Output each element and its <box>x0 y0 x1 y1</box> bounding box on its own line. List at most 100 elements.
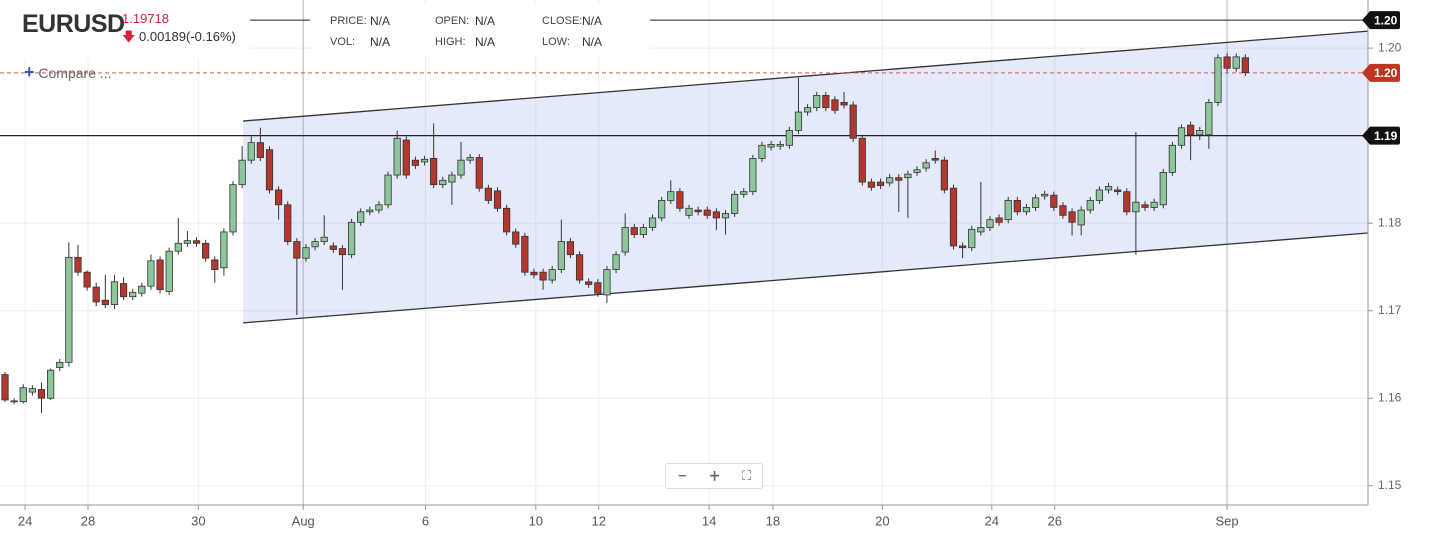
candle-body <box>247 142 255 161</box>
header-bg <box>0 0 250 58</box>
candle-body <box>1068 211 1076 223</box>
candle-body <box>357 211 365 223</box>
candle-body <box>630 227 638 235</box>
candle-body <box>1077 209 1085 226</box>
candle-body <box>968 228 976 249</box>
candle-body <box>1187 124 1195 136</box>
candle-body <box>512 231 520 245</box>
candle-body <box>1223 56 1231 69</box>
candle-body <box>858 137 866 183</box>
candle-body <box>202 242 210 259</box>
y-tick-label: 1.20 <box>1378 40 1402 54</box>
candle-body <box>347 221 356 256</box>
price-badge <box>1362 63 1400 82</box>
candle-body <box>430 158 438 186</box>
candle-body <box>612 254 620 270</box>
x-tick-label: 20 <box>875 513 889 528</box>
field-label: LOW: <box>542 36 570 48</box>
candle-body <box>1196 130 1204 136</box>
candle-body <box>621 227 629 253</box>
field-value: N/A <box>370 35 391 49</box>
channel-line <box>242 30 1369 122</box>
candle-body <box>1041 193 1049 197</box>
candle-body <box>548 269 556 281</box>
candle-body <box>393 137 401 176</box>
candle-body <box>284 204 292 242</box>
field-label: OPEN: <box>435 15 470 27</box>
field-value: N/A <box>475 14 496 28</box>
candle-body <box>931 158 939 161</box>
x-tick-label: 26 <box>1047 513 1061 528</box>
candle-body <box>56 361 64 368</box>
field-value: N/A <box>582 14 603 28</box>
candle-body <box>1104 186 1113 191</box>
candle-body <box>147 260 155 287</box>
candle-body <box>493 190 502 209</box>
x-tick-label: 24 <box>985 513 999 528</box>
candle-body <box>475 157 483 189</box>
candle-body <box>1 374 9 401</box>
fullscreen[interactable]: ⛶ <box>741 468 751 484</box>
candle-body <box>603 269 611 296</box>
field-label: PRICE: <box>330 15 367 27</box>
candle-body <box>484 187 492 201</box>
candle-body <box>849 104 857 139</box>
candle-body <box>65 256 73 363</box>
candle-body <box>1141 204 1149 208</box>
candle-body <box>1050 194 1058 208</box>
candle-body <box>183 240 192 244</box>
candle-body <box>794 111 803 131</box>
candle-body <box>192 240 201 244</box>
candle-body <box>1232 56 1240 69</box>
candle-body <box>785 130 793 146</box>
change: 🡇 0.00189(-0.16%) <box>122 28 236 50</box>
x-tick-label: Aug <box>292 513 315 528</box>
compare-label: Compare ... <box>38 65 112 81</box>
candle-body <box>539 271 547 281</box>
candle-body <box>138 285 146 294</box>
field-label: HIGH: <box>435 36 466 48</box>
candle-body <box>904 173 912 179</box>
candle-body <box>959 245 967 249</box>
candle-body <box>375 204 383 211</box>
y-tick-label: 1.18 <box>1378 215 1402 229</box>
candle-body <box>1214 57 1222 103</box>
candle-body <box>302 247 310 259</box>
field-label: VOL: <box>330 36 356 48</box>
x-tick-label: 18 <box>766 513 780 528</box>
candle-body <box>977 227 985 233</box>
candle-body <box>439 179 447 186</box>
candle-body <box>1150 201 1158 208</box>
x-tick-label: 30 <box>191 513 205 528</box>
candle-body <box>767 144 775 148</box>
zoom-in[interactable]: + <box>709 465 720 487</box>
candle-body <box>457 159 465 176</box>
candle-body <box>731 193 739 214</box>
candle-body <box>366 209 374 213</box>
candle-body <box>758 144 766 159</box>
candle-body <box>557 241 565 270</box>
candle-body <box>156 259 164 291</box>
price-badge-label: 1.20 <box>1374 66 1398 80</box>
zoom-out[interactable]: − <box>677 465 688 487</box>
x-tick-label: 6 <box>422 513 429 528</box>
candle-body <box>776 144 784 147</box>
candle-body <box>19 387 27 403</box>
candle-body <box>1059 205 1067 216</box>
candle-body <box>575 254 584 281</box>
candle-body <box>1004 200 1012 221</box>
candle-body <box>256 142 264 158</box>
candle-body <box>338 248 347 256</box>
channel-fill <box>243 31 1369 323</box>
candle-body <box>503 207 511 233</box>
candle-body <box>667 191 675 201</box>
candle-body <box>803 107 812 113</box>
candle-body <box>1022 207 1031 213</box>
channel-line <box>242 232 1369 324</box>
candle-body <box>129 291 137 298</box>
candle-body <box>384 174 392 206</box>
candle-body <box>28 388 36 393</box>
compare-button[interactable]: + Compare ... <box>24 62 112 82</box>
candle-body <box>521 235 529 273</box>
